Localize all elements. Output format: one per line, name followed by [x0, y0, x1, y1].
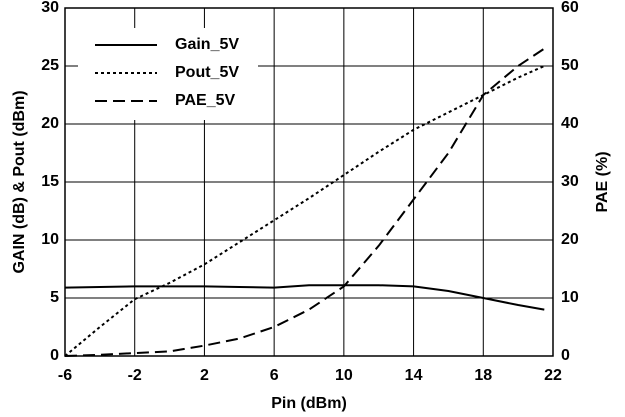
series-line	[64, 47, 545, 357]
y-tick-label: 0	[50, 347, 59, 364]
x-tick-label: 18	[474, 367, 492, 384]
plot-frame	[64, 7, 554, 357]
y2-tick-label: 20	[561, 231, 579, 248]
y2-tick-label: 40	[561, 115, 579, 132]
y-tick-label: 25	[41, 57, 59, 74]
y2-tick-label: 10	[561, 289, 579, 306]
y-tick-label: 5	[50, 289, 59, 306]
series-line	[64, 284, 545, 311]
legend-label: Pout_5V	[175, 64, 239, 81]
y-tick-label: 20	[41, 115, 59, 132]
y2-tick-label: 50	[561, 57, 579, 74]
y2-axis-label: PAE (%)	[594, 151, 611, 212]
x-axis-label: Pin (dBm)	[271, 395, 347, 412]
x-tick-label: -2	[128, 367, 142, 384]
legend-label: Gain_5V	[175, 36, 239, 53]
x-tick-label: 14	[405, 367, 423, 384]
x-tick-label: -6	[58, 367, 72, 384]
series-line	[64, 65, 545, 357]
x-tick-label: 22	[544, 367, 562, 384]
y-tick-label: 10	[41, 231, 59, 248]
y2-tick-label: 0	[561, 347, 570, 364]
x-tick-label: 10	[335, 367, 353, 384]
y2-tick-label: 30	[561, 173, 579, 190]
x-tick-label: 2	[200, 367, 209, 384]
x-tick-label: 6	[270, 367, 279, 384]
y-axis-label: GAIN (dB) & Pout (dBm)	[11, 90, 28, 273]
y2-tick-label: 60	[561, 0, 579, 16]
y-tick-label: 30	[41, 0, 59, 16]
legend-label: PAE_5V	[175, 92, 236, 109]
y-tick-label: 15	[41, 173, 59, 190]
